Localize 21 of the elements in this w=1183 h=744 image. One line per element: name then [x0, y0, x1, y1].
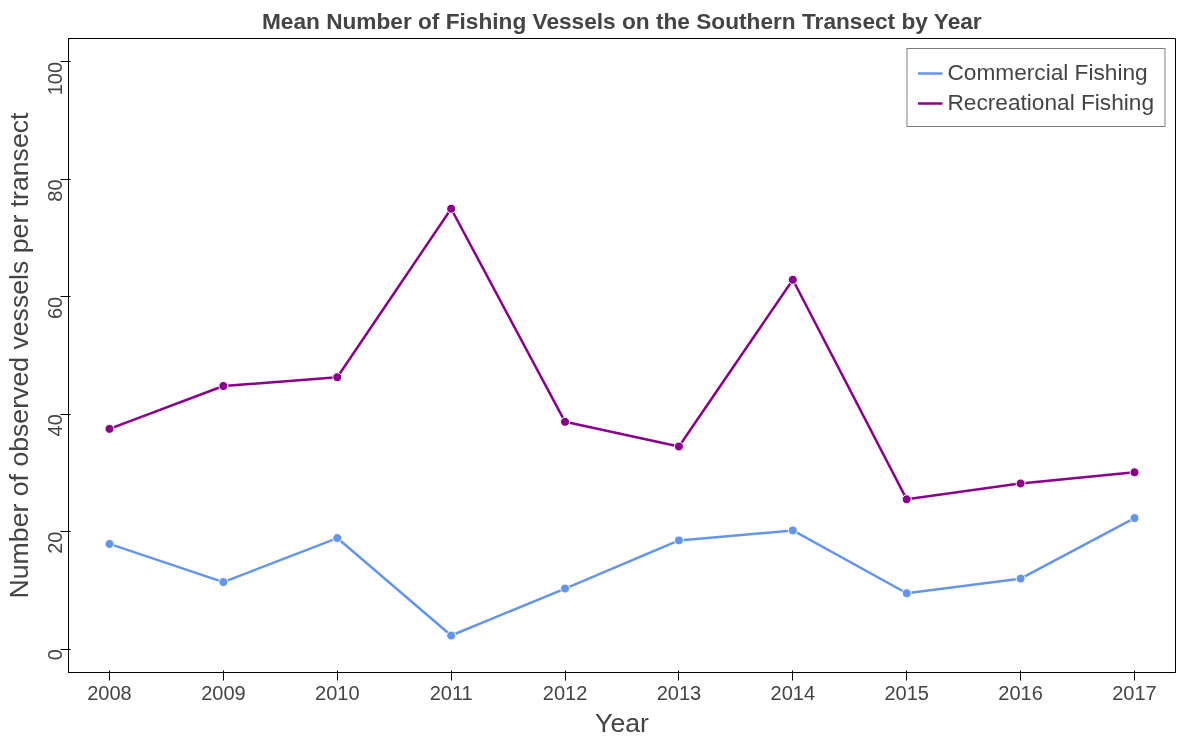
y-tick-label: 0: [44, 649, 67, 661]
y-tick-label: 20: [44, 531, 67, 554]
x-tick-label: 2015: [884, 681, 929, 704]
legend-label: Commercial Fishing: [947, 59, 1148, 86]
x-tick-label: 2012: [542, 681, 588, 704]
y-tick-label: 100: [44, 61, 67, 96]
x-tick-label: 2008: [87, 681, 132, 704]
chart-title: Mean Number of Fishing Vessels on the Southern Transect by Year: [261, 7, 982, 34]
y-tick-label: 40: [44, 414, 67, 437]
x-tick-label: 2011: [429, 681, 473, 704]
y-axis-title: Number of observed vessels per transect: [3, 111, 34, 599]
x-tick-label: 2014: [770, 681, 816, 704]
legend-label: Recreational Fishing: [947, 89, 1154, 116]
x-tick-label: 2010: [315, 681, 360, 704]
x-axis-title: Year: [595, 707, 650, 738]
x-tick-label: 2013: [656, 681, 702, 704]
y-tick-label: 80: [44, 179, 67, 202]
x-tick-label: 2017: [1112, 681, 1157, 704]
y-tick-label: 60: [44, 296, 67, 320]
x-tick-label: 2016: [998, 681, 1043, 704]
x-tick-label: 2009: [201, 681, 246, 704]
